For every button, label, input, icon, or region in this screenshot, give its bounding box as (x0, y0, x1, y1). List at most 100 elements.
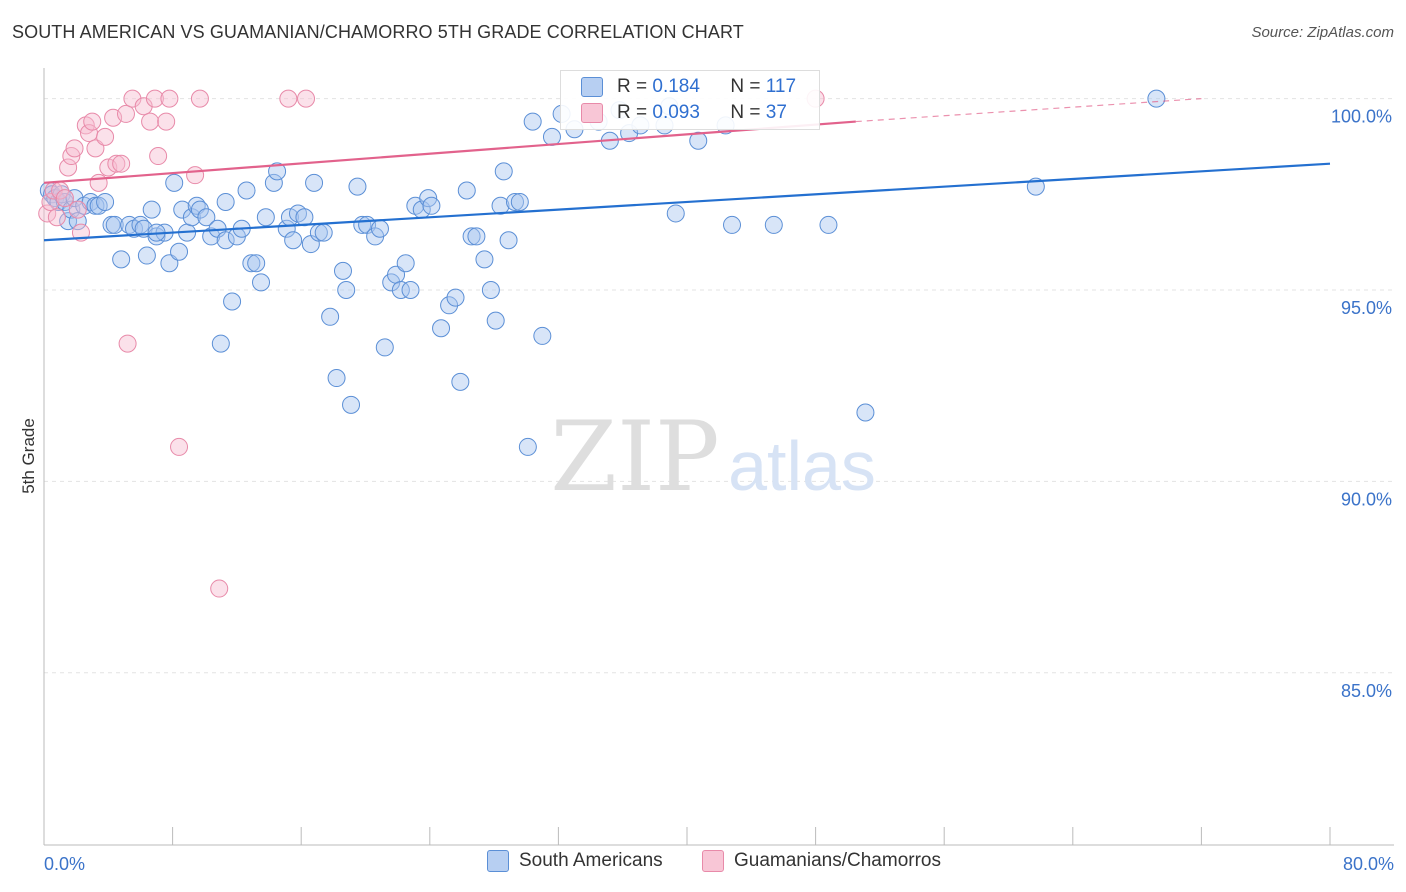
legend-item-south-americans[interactable]: South Americans (487, 850, 663, 872)
guamanian-trendline (43, 120, 856, 184)
south-american-point (190, 200, 209, 219)
south-american-point (202, 227, 221, 246)
guamanian-point (145, 89, 164, 108)
south-american-point (475, 250, 494, 269)
south-american-point (518, 437, 537, 456)
legend-n-label: N = (730, 102, 766, 123)
legend-swatch-pink (581, 103, 603, 123)
legend-swatch-blue (487, 850, 509, 872)
legend-label-guam: Guamanians/Chamorros (734, 850, 941, 871)
south-american-point (242, 254, 261, 273)
guamanian-point (118, 334, 137, 353)
south-american-point (237, 181, 256, 200)
south-american-point (462, 227, 481, 246)
south-american-point (457, 181, 476, 200)
guamanian-point (59, 158, 78, 177)
south-american-point (467, 227, 486, 246)
south-american-point (422, 196, 441, 215)
axis-labels: 100.0% 95.0% 90.0% 85.0% 0.0% 80.0% 5th Grade (19, 107, 1394, 874)
watermark-zip: ZIP (550, 401, 719, 513)
south-american-point (486, 311, 505, 330)
guamanian-point (96, 127, 115, 146)
y-axis-label: 5th Grade (19, 418, 38, 494)
south-american-point (59, 212, 78, 231)
watermark: ZIP atlas (550, 401, 876, 513)
south-american-point (491, 196, 510, 215)
south-american-point (391, 281, 410, 299)
south-american-point (197, 208, 216, 227)
south-american-point (440, 296, 459, 315)
south-american-point (173, 200, 192, 219)
south-american-point (105, 215, 124, 234)
guamanian-point (141, 112, 160, 131)
stats-legend: R = 0.184 N = 117 R = 0.093 N = 37 (560, 70, 820, 130)
south-american-point (333, 261, 352, 280)
south-american-point (112, 250, 131, 269)
south-american-point (216, 231, 235, 250)
guamanian-point (83, 112, 102, 131)
south-american-point (252, 273, 271, 292)
guamanian-point (107, 154, 126, 173)
south-american-point (432, 319, 451, 338)
watermark-atlas: atlas (728, 427, 876, 505)
south-american-point (856, 403, 875, 422)
south-american-point (216, 192, 235, 211)
south-american-point (170, 242, 189, 261)
south-american-point (160, 254, 179, 273)
legend-row-guam: R = 0.093 N = 37 (581, 101, 787, 125)
legend-row-south: R = 0.184 N = 117 (581, 75, 796, 99)
south-american-trendline (43, 162, 1331, 242)
south-american-point (337, 281, 356, 299)
south-american-point (211, 334, 230, 353)
south-american-point (264, 173, 283, 192)
y-tick-label: 95.0% (1341, 298, 1392, 318)
south-american-point (295, 208, 314, 227)
guamanian-point (89, 173, 108, 192)
legend-swatch-blue (581, 77, 603, 97)
south-american-point (1147, 89, 1166, 108)
south-american-point (764, 215, 783, 234)
south-american-point (689, 131, 708, 150)
south-american-point (223, 292, 242, 311)
legend-label-south: South Americans (519, 850, 663, 871)
y-tick-label: 90.0% (1341, 489, 1392, 509)
south-american-point (348, 177, 367, 196)
x-tick-label: 80.0% (1343, 854, 1394, 874)
legend-n-label: N = (730, 76, 766, 97)
south-american-point (523, 112, 542, 131)
south-american-point (142, 200, 161, 219)
guamanian-point (112, 154, 131, 173)
guamanian-point (55, 189, 74, 208)
guamanian-point (41, 192, 60, 211)
south-american-point (375, 338, 394, 357)
south-american-point (268, 162, 287, 181)
south-american-point (510, 192, 529, 211)
south-american-point (370, 219, 389, 238)
legend-n-value: 117 (765, 76, 797, 97)
south-american-point (396, 254, 415, 273)
south-american-point (327, 369, 346, 388)
south-american-point (247, 254, 266, 273)
guamanian-point (86, 139, 105, 158)
y-tick-label: 85.0% (1341, 681, 1392, 701)
south-american-point (819, 215, 838, 234)
south-american-point (494, 162, 513, 181)
guamanian-point (68, 200, 87, 219)
guamanian-point (190, 89, 209, 108)
south-american-point (542, 127, 561, 146)
x-tick-label: 0.0% (44, 854, 85, 874)
legend-swatch-pink (702, 850, 724, 872)
south-american-point (666, 204, 685, 223)
y-tick-label: 100.0% (1331, 107, 1392, 127)
series-legend: South Americans Guamanians/Chamorros (0, 850, 1406, 878)
legend-r-label: R = (617, 76, 653, 97)
guamanian-point (157, 112, 176, 131)
trend-lines (43, 98, 1331, 242)
guamanian-point (149, 147, 168, 166)
south-american-point (723, 215, 742, 234)
guamanian-point (65, 139, 84, 158)
legend-r-value: 0.184 (652, 76, 700, 97)
legend-item-guamanians[interactable]: Guamanians/Chamorros (702, 850, 941, 872)
south-american-point (451, 372, 470, 391)
south-american-point (314, 223, 333, 242)
